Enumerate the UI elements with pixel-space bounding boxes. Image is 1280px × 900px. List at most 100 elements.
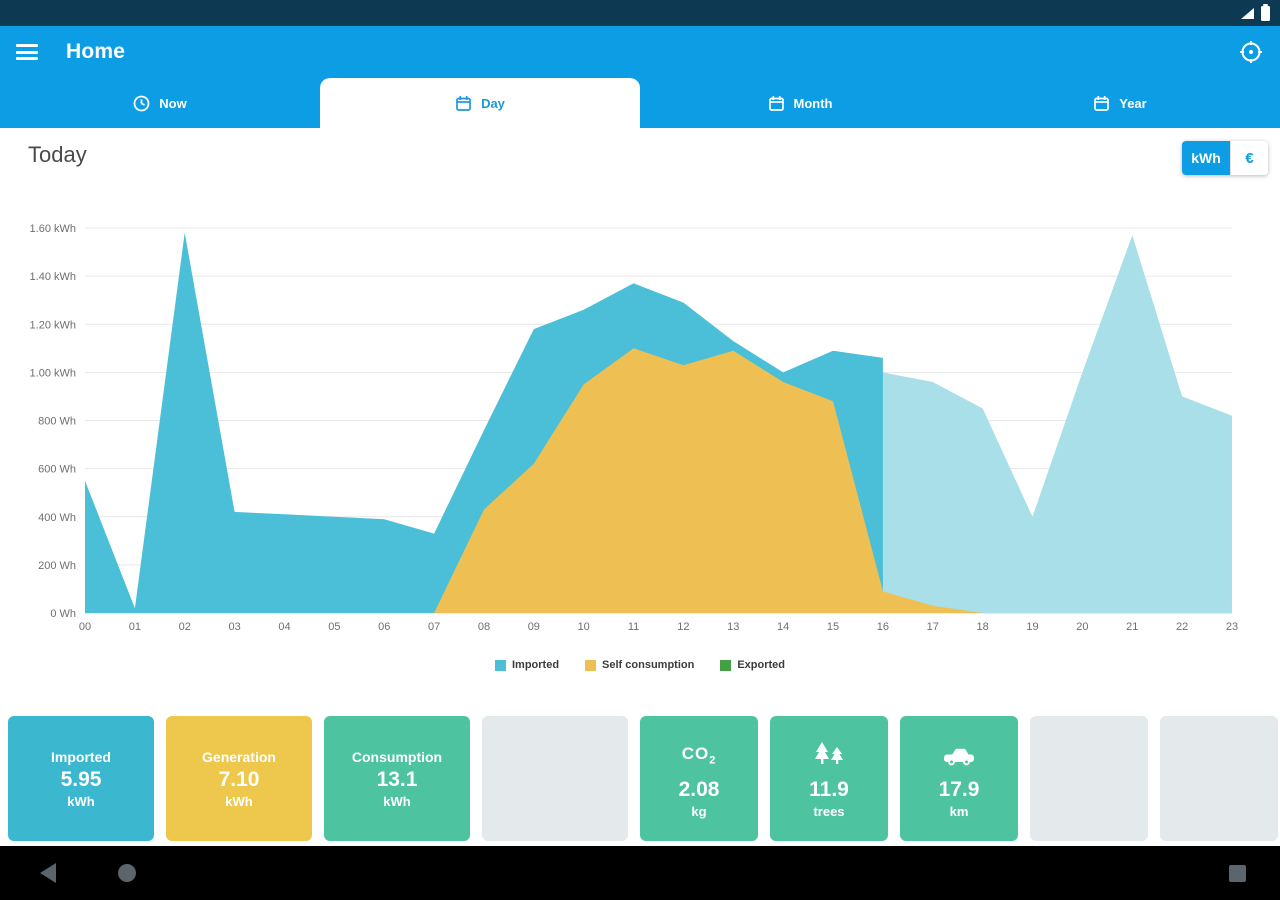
legend-label: Self consumption bbox=[602, 659, 695, 671]
status-bar bbox=[0, 0, 1280, 26]
card-unit: kWh bbox=[383, 793, 411, 809]
legend-item: Imported bbox=[494, 659, 560, 671]
card-generation[interactable]: Generation 7.10 kWh bbox=[166, 716, 312, 841]
chart-legend: Imported Self consumption Exported bbox=[0, 659, 1280, 671]
card-label: Generation bbox=[202, 748, 276, 765]
card-value: 7.10 bbox=[218, 767, 260, 791]
card-unit: km bbox=[949, 803, 969, 819]
legend-label: Exported bbox=[737, 659, 786, 671]
card-label: Consumption bbox=[351, 748, 443, 765]
card-car[interactable]: 17.9 km bbox=[900, 716, 1018, 841]
legend-item: Self consumption bbox=[585, 659, 694, 671]
x-axis-label: 22 bbox=[1176, 621, 1188, 633]
y-axis-label: 1.60 kWh bbox=[30, 223, 76, 235]
x-axis-label: 21 bbox=[1126, 621, 1138, 633]
x-axis-label: 00 bbox=[79, 621, 91, 633]
card-value: 11.9 bbox=[809, 777, 849, 801]
x-axis-label: 16 bbox=[877, 621, 889, 633]
x-axis-label: 04 bbox=[278, 621, 290, 633]
area-imported-forecast bbox=[833, 235, 1232, 613]
cell-signal-icon bbox=[1241, 7, 1254, 19]
unit-toggle: kWh € bbox=[1182, 141, 1268, 175]
card-empty-2[interactable] bbox=[1030, 716, 1148, 841]
x-axis-label: 09 bbox=[528, 621, 540, 633]
y-axis-label: 0 Wh bbox=[50, 608, 76, 620]
y-axis-label: 1.40 kWh bbox=[30, 271, 76, 283]
area-self-consumption bbox=[434, 348, 983, 613]
x-axis-label: 19 bbox=[1026, 621, 1038, 633]
card-consumption[interactable]: Consumption 13.1 kWh bbox=[324, 716, 470, 841]
y-axis-label: 800 Wh bbox=[38, 416, 76, 428]
card-unit: kg bbox=[691, 803, 707, 819]
card-value: 2.08 bbox=[678, 777, 720, 801]
tab-label: Day bbox=[481, 95, 505, 111]
y-axis-label: 600 Wh bbox=[38, 464, 76, 476]
unit-kwh-button[interactable]: kWh bbox=[1182, 141, 1230, 175]
card-imported[interactable]: Imported 5.95 kWh bbox=[8, 716, 154, 841]
x-axis-label: 20 bbox=[1076, 621, 1088, 633]
tab-year[interactable]: Year bbox=[960, 78, 1280, 128]
menu-icon[interactable] bbox=[16, 44, 38, 60]
page-title: Home bbox=[66, 40, 126, 63]
co2-icon: CO2 bbox=[681, 744, 717, 767]
y-axis-label: 1.20 kWh bbox=[30, 319, 76, 331]
battery-icon bbox=[1261, 3, 1270, 21]
card-empty-1[interactable] bbox=[482, 716, 628, 841]
card-unit: trees bbox=[813, 803, 845, 819]
app-bar: Home bbox=[0, 26, 1280, 78]
tab-bar: Now Day Month Year bbox=[0, 78, 1280, 128]
legend-label: Imported bbox=[511, 659, 560, 671]
card-value: 13.1 bbox=[376, 767, 418, 791]
card-empty-3[interactable] bbox=[1160, 716, 1278, 841]
trees-icon bbox=[815, 741, 843, 764]
x-axis-label: 03 bbox=[228, 621, 240, 633]
card-value: 5.95 bbox=[60, 767, 102, 791]
y-axis-label: 200 Wh bbox=[38, 560, 76, 572]
x-axis-label: 01 bbox=[129, 621, 141, 633]
calendar-icon bbox=[768, 95, 784, 111]
recents-button[interactable] bbox=[1229, 864, 1246, 882]
tab-month[interactable]: Month bbox=[640, 78, 960, 128]
back-button[interactable] bbox=[40, 863, 56, 883]
y-axis-label: 400 Wh bbox=[38, 512, 76, 524]
legend-item: Exported bbox=[720, 659, 785, 671]
card-co2[interactable]: CO2 2.08 kg bbox=[640, 716, 758, 841]
x-axis-label: 13 bbox=[727, 621, 739, 633]
legend-swatch bbox=[494, 659, 506, 671]
x-axis-label: 10 bbox=[578, 621, 590, 633]
summary-cards[interactable]: Imported 5.95 kWh Generation 7.10 kWh Consumpt… bbox=[8, 716, 1280, 841]
settings-icon[interactable] bbox=[1238, 39, 1264, 65]
tab-label: Now bbox=[159, 95, 187, 111]
navigation-bar bbox=[0, 846, 1280, 900]
x-axis-label: 14 bbox=[777, 621, 789, 633]
x-axis-label: 06 bbox=[378, 621, 390, 633]
tab-label: Year bbox=[1119, 95, 1147, 111]
card-value: 17.9 bbox=[938, 777, 980, 801]
x-axis-label: 05 bbox=[328, 621, 340, 633]
home-button[interactable] bbox=[118, 864, 136, 882]
x-axis-label: 17 bbox=[927, 621, 939, 633]
date-heading: Today bbox=[28, 142, 87, 167]
x-axis-label: 07 bbox=[428, 621, 440, 633]
card-label: Imported bbox=[51, 748, 111, 765]
car-icon bbox=[944, 748, 974, 765]
x-axis-label: 11 bbox=[628, 621, 639, 633]
card-unit: kWh bbox=[67, 793, 95, 809]
clock-icon bbox=[133, 95, 150, 111]
x-axis-label: 18 bbox=[977, 621, 989, 633]
legend-swatch bbox=[585, 659, 597, 671]
x-axis-label: 02 bbox=[179, 621, 191, 633]
tab-day[interactable]: Day bbox=[320, 78, 640, 128]
calendar-icon bbox=[1094, 95, 1110, 111]
legend-swatch bbox=[720, 659, 732, 671]
x-axis-label: 08 bbox=[478, 621, 490, 633]
x-axis-label: 15 bbox=[827, 621, 839, 633]
tab-now[interactable]: Now bbox=[0, 78, 320, 128]
unit-euro-button[interactable]: € bbox=[1230, 141, 1268, 175]
card-unit: kWh bbox=[225, 793, 253, 809]
tab-label: Month bbox=[793, 95, 833, 111]
x-axis-label: 23 bbox=[1226, 621, 1238, 633]
y-axis-label: 1.00 kWh bbox=[30, 367, 76, 379]
energy-area-chart[interactable]: 0 Wh 200 Wh 400 Wh 600 Wh 800 Wh 1.00 kWh 1.20… bbox=[0, 200, 1280, 645]
card-trees[interactable]: 11.9 trees bbox=[770, 716, 888, 841]
